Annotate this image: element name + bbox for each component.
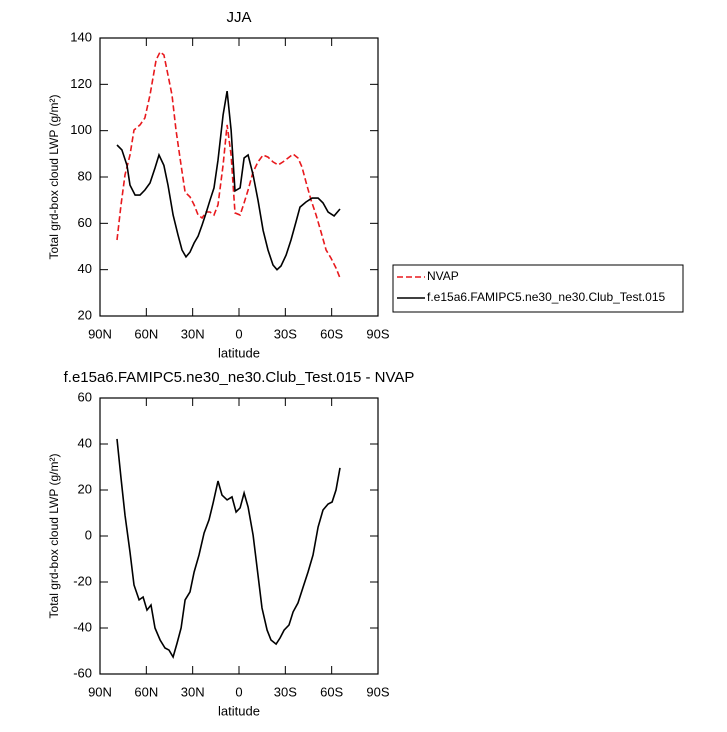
x-tick-label: 90N [88, 326, 112, 341]
y-tick-label: 40 [78, 261, 92, 276]
y-tick-label: 60 [78, 389, 92, 404]
y-tick-label: -20 [73, 573, 92, 588]
data-line [116, 50, 341, 279]
plot-frame [99, 397, 379, 675]
y-tick-label: 140 [70, 29, 92, 44]
legend-box [392, 264, 684, 313]
y-tick-label: -40 [73, 619, 92, 634]
data-line [116, 438, 341, 660]
x-tick-label: 30N [181, 326, 205, 341]
chart-title: JJA [226, 9, 251, 26]
y-tick-label: -60 [73, 665, 92, 680]
x-tick-label: 90S [366, 684, 389, 699]
y-tick-label: 80 [78, 168, 92, 183]
x-tick-label: 30N [181, 684, 205, 699]
x-tick-label: 60N [134, 326, 158, 341]
y-tick-label: 20 [78, 307, 92, 322]
x-tick-label: 0 [235, 326, 242, 341]
x-tick-label: 90N [88, 684, 112, 699]
x-axis-label: latitude [218, 345, 260, 360]
x-tick-label: 60S [320, 326, 343, 341]
legend-label: f.e15a6.FAMIPC5.ne30_ne30.Club_Test.015 [427, 290, 665, 304]
y-tick-label: 20 [78, 481, 92, 496]
y-tick-label: 0 [85, 527, 92, 542]
y-tick-label: 120 [70, 76, 92, 91]
x-tick-label: 90S [366, 326, 389, 341]
x-tick-label: 60N [134, 684, 158, 699]
x-tick-label: 0 [235, 684, 242, 699]
chart-title: f.e15a6.FAMIPC5.ne30_ne30.Club_Test.015 … [64, 369, 415, 386]
x-tick-label: 30S [274, 684, 297, 699]
y-axis-label: Total grd-box cloud LWP (g/m²) [47, 454, 61, 619]
x-tick-label: 30S [274, 326, 297, 341]
x-axis-label: latitude [218, 703, 260, 718]
y-axis-label: Total grd-box cloud LWP (g/m²) [47, 95, 61, 260]
data-line [116, 90, 341, 271]
x-tick-label: 60S [320, 684, 343, 699]
plot-frame [99, 37, 379, 317]
legend-label: NVAP [427, 269, 459, 283]
y-tick-label: 40 [78, 435, 92, 450]
y-tick-label: 100 [70, 122, 92, 137]
y-tick-label: 60 [78, 215, 92, 230]
